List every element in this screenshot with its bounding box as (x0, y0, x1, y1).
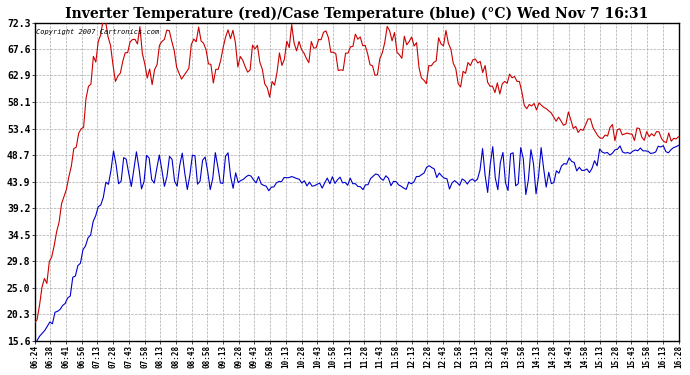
Text: Copyright 2007 Cartronics.com: Copyright 2007 Cartronics.com (36, 29, 159, 35)
Title: Inverter Temperature (red)/Case Temperature (blue) (°C) Wed Nov 7 16:31: Inverter Temperature (red)/Case Temperat… (65, 7, 649, 21)
